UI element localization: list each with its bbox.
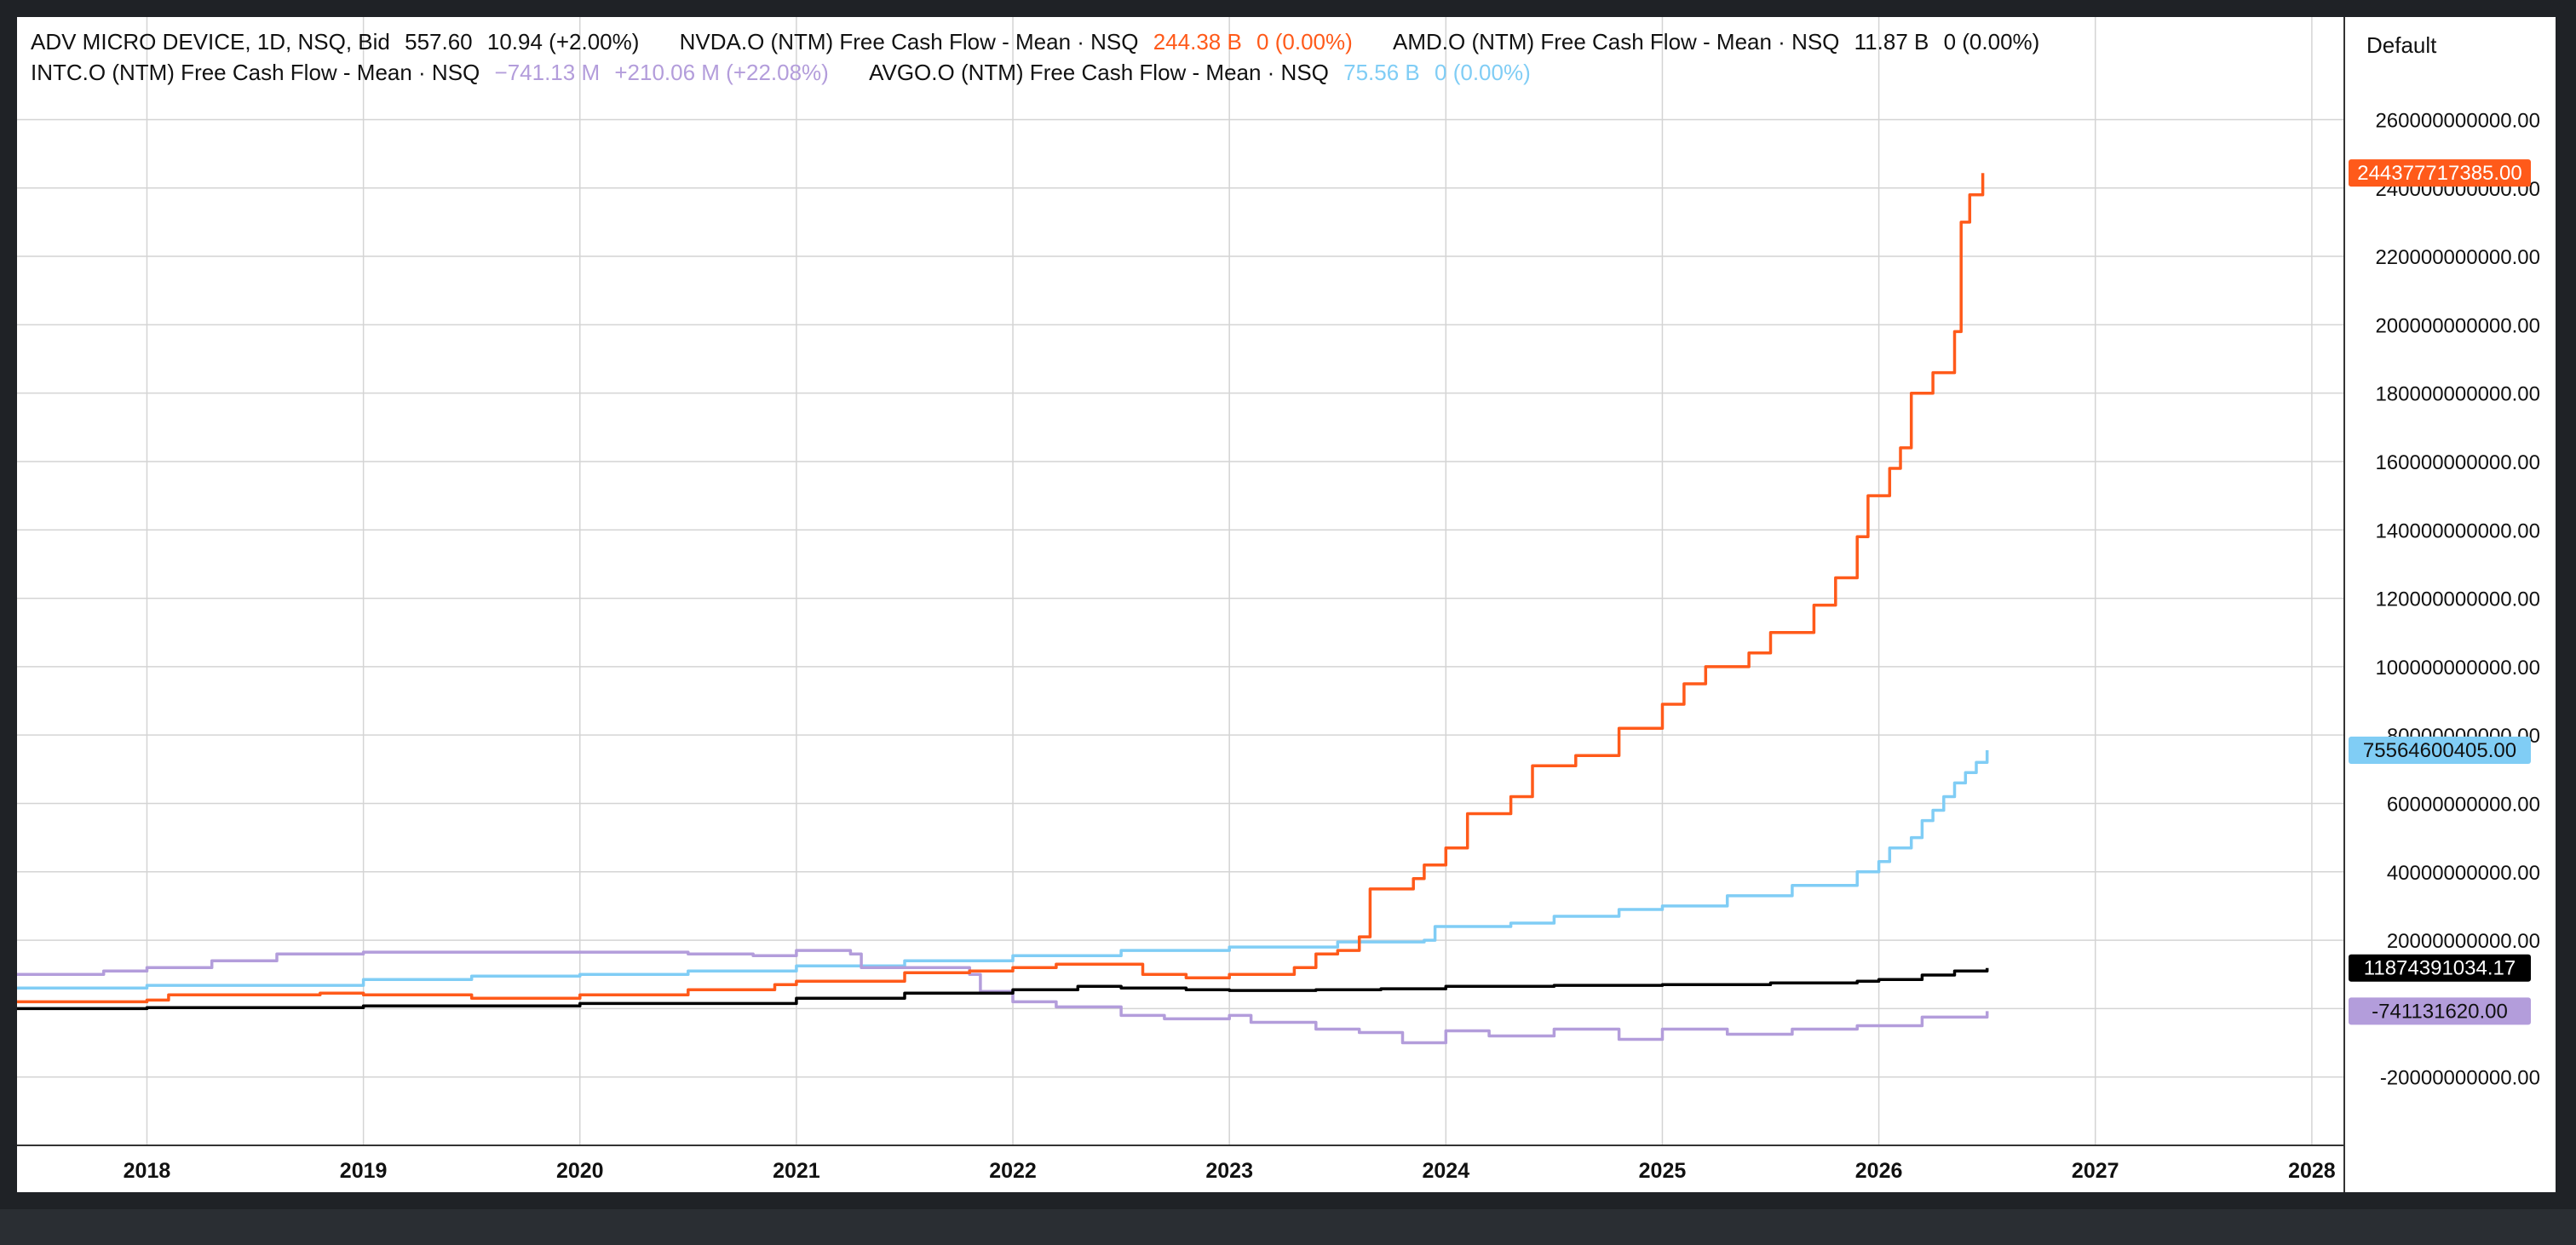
- main-symbol-price: 557.60: [405, 29, 473, 55]
- badge-bg-nvda: [2349, 159, 2531, 187]
- badge-nvda: 244377717385.00: [2349, 159, 2531, 187]
- legend-avgo-change: 0 (0.00%): [1435, 60, 1531, 85]
- legend-main-symbol[interactable]: ADV MICRO DEVICE, 1D, NSQ, Bid 557.60 10…: [31, 29, 646, 55]
- y-tick-label: 60000000000.00: [2387, 793, 2540, 816]
- y-tick-label: 200000000000.00: [2375, 314, 2540, 337]
- legend-nvda-label: NVDA.O (NTM) Free Cash Flow - Mean · NSQ: [679, 29, 1139, 55]
- legend-item-avgo[interactable]: AVGO.O (NTM) Free Cash Flow - Mean · NSQ…: [869, 60, 1531, 85]
- badge-bg-avgo: [2349, 736, 2531, 764]
- time-axis[interactable]: 2018 2019 2020 2021 2022 2023 2024 2025 2026 2027…: [124, 1159, 2336, 1183]
- price-axis[interactable]: -20000000000.00 20000000000.00 40000000000…: [2375, 109, 2540, 1089]
- x-tick-label: 2024: [1423, 1159, 1470, 1183]
- y-tick-label: 160000000000.00: [2375, 451, 2540, 474]
- y-tick-label: 40000000000.00: [2387, 862, 2540, 885]
- legend-item-intc[interactable]: INTC.O (NTM) Free Cash Flow - Mean · NSQ…: [31, 60, 835, 85]
- legend-item-amd[interactable]: AMD.O (NTM) Free Cash Flow - Mean · NSQ …: [1393, 29, 2039, 55]
- badge-label-intc: -741131620.00: [2372, 1000, 2508, 1023]
- x-tick-label: 2021: [773, 1159, 820, 1183]
- legend-amd-change: 0 (0.00%): [1943, 29, 2040, 55]
- chart-canvas[interactable]: -20000000000.00 20000000000.00 40000000000…: [17, 17, 2556, 1192]
- legend-nvda-change: 0 (0.00%): [1256, 29, 1353, 55]
- y-tick-label: 20000000000.00: [2387, 930, 2540, 953]
- series-line-avgo: [17, 750, 1989, 990]
- scale-mode-label[interactable]: Default: [2366, 32, 2437, 58]
- x-tick-label: 2028: [2288, 1159, 2336, 1183]
- legend-avgo-value: 75.56 B: [1343, 60, 1420, 85]
- x-tick-label: 2027: [2072, 1159, 2119, 1183]
- x-tick-label: 2022: [989, 1159, 1037, 1183]
- badge-bg-amd: [2349, 954, 2531, 982]
- legend-amd-value: 11.87 B: [1854, 29, 1929, 55]
- series-line-nvda: [17, 173, 1985, 1004]
- legend-intc-label: INTC.O (NTM) Free Cash Flow - Mean · NSQ: [31, 60, 480, 85]
- x-tick-label: 2018: [124, 1159, 171, 1183]
- y-tick-label: 120000000000.00: [2375, 588, 2540, 611]
- legend-row-2: INTC.O (NTM) Free Cash Flow - Mean · NSQ…: [31, 60, 1565, 86]
- x-tick-label: 2026: [1855, 1159, 1903, 1183]
- badge-label-avgo: 75564600405.00: [2363, 739, 2516, 762]
- bottom-toolbar-strip: [0, 1209, 2576, 1245]
- x-tick-label: 2019: [340, 1159, 388, 1183]
- y-tick-label: 140000000000.00: [2375, 519, 2540, 542]
- y-tick-label: 180000000000.00: [2375, 383, 2540, 406]
- legend-amd-label: AMD.O (NTM) Free Cash Flow - Mean · NSQ: [1393, 29, 1840, 55]
- legend-nvda-value: 244.38 B: [1153, 29, 1242, 55]
- legend-row-1: ADV MICRO DEVICE, 1D, NSQ, Bid 557.60 10…: [31, 29, 2073, 55]
- badge-intc: -741131620.00: [2349, 997, 2531, 1025]
- y-tick-label: -20000000000.00: [2380, 1067, 2540, 1090]
- series-line-intc: [17, 949, 1989, 1045]
- legend-item-nvda[interactable]: NVDA.O (NTM) Free Cash Flow - Mean · NSQ…: [680, 29, 1359, 55]
- series-lines: [17, 173, 1989, 1045]
- legend-intc-value: −741.13 M: [494, 60, 601, 85]
- x-tick-label: 2025: [1639, 1159, 1687, 1183]
- gridlines: [17, 17, 2344, 1145]
- y-tick-label: 220000000000.00: [2375, 246, 2540, 269]
- chart-frame: -20000000000.00 20000000000.00 40000000000…: [17, 17, 2556, 1192]
- main-symbol-label: ADV MICRO DEVICE, 1D, NSQ, Bid: [31, 29, 390, 55]
- badge-label-nvda: 244377717385.00: [2357, 162, 2522, 185]
- series-line-amd: [17, 967, 1989, 1011]
- y-tick-label: 260000000000.00: [2375, 109, 2540, 132]
- x-tick-label: 2020: [556, 1159, 604, 1183]
- x-tick-label: 2023: [1205, 1159, 1253, 1183]
- main-symbol-change: 10.94 (+2.00%): [486, 29, 640, 55]
- badge-amd: 11874391034.17: [2349, 954, 2531, 982]
- last-value-badges: 75564600405.00 -741131620.00 244377717385.…: [2349, 159, 2531, 1025]
- badge-bg-intc: [2349, 997, 2531, 1025]
- y-tick-label: 100000000000.00: [2375, 657, 2540, 680]
- legend-avgo-label: AVGO.O (NTM) Free Cash Flow - Mean · NSQ: [869, 60, 1329, 85]
- badge-avgo: 75564600405.00: [2349, 736, 2531, 764]
- badge-label-amd: 11874391034.17: [2364, 957, 2516, 980]
- legend-intc-change: +210.06 M (+22.08%): [614, 60, 829, 85]
